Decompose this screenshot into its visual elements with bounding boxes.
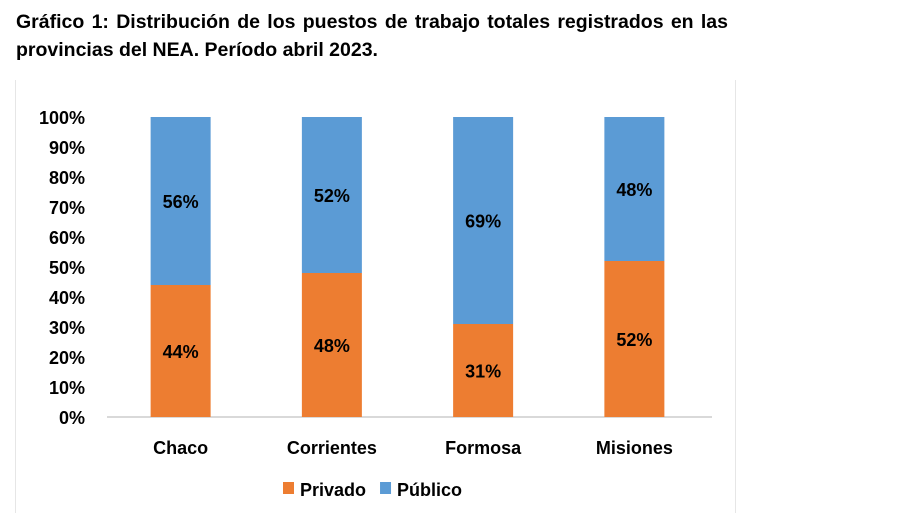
chart-frame	[15, 80, 736, 513]
data-label: 31%	[465, 362, 501, 382]
y-tick-label: 10%	[49, 378, 85, 398]
data-label: 52%	[616, 330, 652, 350]
data-label: 52%	[314, 186, 350, 206]
x-tick-label: Misiones	[596, 438, 673, 458]
legend-label: Privado	[300, 480, 366, 500]
y-tick-label: 60%	[49, 228, 85, 248]
x-tick-label: Corrientes	[287, 438, 377, 458]
bar-publico-formosa	[453, 117, 514, 324]
data-label: 69%	[465, 212, 501, 232]
bar-publico-corrientes	[301, 117, 362, 273]
y-tick-label: 70%	[49, 198, 85, 218]
legend-swatch-1	[380, 482, 392, 494]
y-tick-label: 50%	[49, 258, 85, 278]
data-label: 48%	[314, 336, 350, 356]
data-label: 48%	[616, 180, 652, 200]
bar-privado-misiones	[604, 261, 665, 417]
y-tick-label: 90%	[49, 138, 85, 158]
bar-privado-formosa	[453, 324, 514, 417]
data-label: 44%	[163, 342, 199, 362]
bar-privado-corrientes	[301, 273, 362, 417]
legend-label: Público	[397, 480, 462, 500]
y-tick-label: 30%	[49, 318, 85, 338]
y-tick-label: 20%	[49, 348, 85, 368]
x-tick-label: Chaco	[153, 438, 208, 458]
bar-publico-misiones	[604, 117, 665, 261]
y-tick-label: 80%	[49, 168, 85, 188]
legend-swatch-0	[283, 482, 294, 494]
data-label: 56%	[163, 192, 199, 212]
bar-privado-chaco	[150, 285, 211, 417]
x-tick-label: Formosa	[445, 438, 522, 458]
y-tick-label: 0%	[59, 408, 85, 428]
chart-title: Gráfico 1: Distribución de los puestos d…	[16, 11, 728, 61]
y-tick-label: 100%	[39, 108, 85, 128]
bar-publico-chaco	[150, 117, 211, 285]
y-tick-label: 40%	[49, 288, 85, 308]
